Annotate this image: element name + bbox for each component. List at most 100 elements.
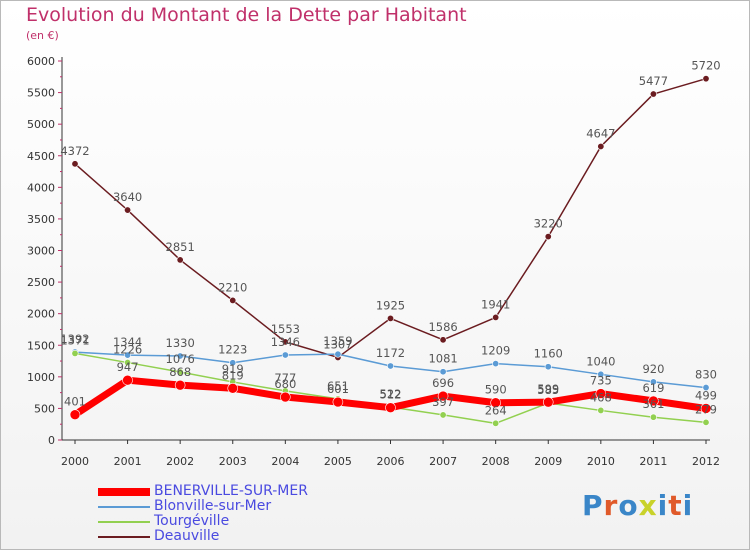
data-label-benerville-sur-mer: 512 bbox=[380, 388, 402, 402]
data-point-benerville-sur-mer bbox=[174, 379, 186, 391]
legend-swatch bbox=[98, 488, 150, 496]
data-point-benerville-sur-mer bbox=[490, 397, 501, 409]
data-label-blonville-sur-mer: 1330 bbox=[166, 336, 195, 350]
data-label-deauville: 3640 bbox=[113, 190, 142, 204]
legend-swatch bbox=[98, 505, 150, 509]
y-tick-label: 3500 bbox=[27, 213, 55, 226]
logo-letter: x bbox=[638, 489, 658, 522]
data-point-benerville-sur-mer bbox=[437, 390, 449, 402]
data-point-deauville bbox=[71, 160, 79, 168]
x-tick-label: 2003 bbox=[219, 455, 247, 468]
x-tick-label: 2010 bbox=[587, 455, 615, 468]
y-tick-label: 4000 bbox=[27, 181, 55, 194]
data-point-blonville-sur-mer bbox=[176, 352, 184, 360]
data-label-benerville-sur-mer: 590 bbox=[485, 383, 507, 397]
data-point-blonville-sur-mer bbox=[597, 370, 605, 378]
data-point-tourg-ville bbox=[124, 359, 132, 367]
logo-letter: i bbox=[682, 489, 694, 522]
data-label-tourg-ville: 522 bbox=[380, 387, 402, 401]
data-point-deauville bbox=[124, 206, 132, 214]
x-tick-label: 2009 bbox=[534, 455, 562, 468]
data-point-blonville-sur-mer bbox=[439, 368, 447, 376]
logo-letter: i bbox=[657, 489, 669, 522]
data-label-tourg-ville: 651 bbox=[327, 379, 349, 393]
data-label-tourg-ville: 777 bbox=[274, 371, 296, 385]
legend-swatch bbox=[98, 520, 150, 524]
data-point-benerville-sur-mer bbox=[648, 395, 659, 407]
data-label-benerville-sur-mer: 696 bbox=[432, 376, 454, 390]
data-point-blonville-sur-mer bbox=[702, 384, 710, 392]
data-point-benerville-sur-mer bbox=[122, 374, 133, 386]
data-point-deauville bbox=[386, 314, 394, 322]
y-tick-label: 5000 bbox=[27, 118, 55, 131]
x-tick-label: 2005 bbox=[324, 455, 352, 468]
x-tick-label: 2002 bbox=[166, 455, 194, 468]
data-point-blonville-sur-mer bbox=[229, 359, 237, 367]
data-label-blonville-sur-mer: 1392 bbox=[60, 332, 89, 346]
data-point-benerville-sur-mer bbox=[227, 382, 239, 394]
data-label-tourg-ville: 361 bbox=[642, 397, 664, 411]
data-point-benerville-sur-mer bbox=[69, 409, 81, 420]
data-label-tourg-ville: 397 bbox=[432, 395, 454, 409]
data-point-tourg-ville bbox=[71, 349, 79, 357]
data-label-benerville-sur-mer: 947 bbox=[117, 360, 139, 374]
data-label-deauville: 1941 bbox=[481, 297, 510, 311]
data-label-blonville-sur-mer: 1209 bbox=[481, 344, 510, 358]
data-point-deauville bbox=[702, 75, 710, 83]
data-point-deauville bbox=[649, 90, 657, 98]
data-label-deauville: 4647 bbox=[586, 126, 615, 140]
data-label-benerville-sur-mer: 819 bbox=[222, 368, 244, 382]
data-point-tourg-ville bbox=[176, 368, 184, 376]
data-label-benerville-sur-mer: 680 bbox=[274, 377, 296, 391]
data-point-deauville bbox=[229, 296, 237, 304]
x-tick-label: 2012 bbox=[692, 455, 720, 468]
legend-label: BENERVILLE-SUR-MER bbox=[154, 483, 308, 499]
data-label-blonville-sur-mer: 1346 bbox=[271, 335, 300, 349]
y-tick-label: 1500 bbox=[27, 339, 55, 352]
data-point-tourg-ville bbox=[649, 413, 657, 421]
y-tick-label: 4500 bbox=[27, 150, 55, 163]
y-tick-label: 3000 bbox=[27, 245, 55, 258]
y-tick-label: 5500 bbox=[27, 87, 55, 100]
data-point-blonville-sur-mer bbox=[281, 351, 289, 359]
data-label-blonville-sur-mer: 1040 bbox=[586, 354, 615, 368]
legend-swatch bbox=[98, 535, 150, 539]
data-label-tourg-ville: 1226 bbox=[113, 343, 142, 357]
x-tick-label: 2007 bbox=[429, 455, 457, 468]
data-point-benerville-sur-mer bbox=[700, 403, 712, 414]
legend-label: Tourgéville bbox=[154, 513, 230, 529]
data-label-tourg-ville: 279 bbox=[695, 402, 717, 416]
data-point-tourg-ville bbox=[702, 418, 710, 426]
chart-series-lines bbox=[69, 75, 712, 427]
data-point-deauville bbox=[176, 256, 184, 264]
x-tick-label: 2004 bbox=[271, 455, 299, 468]
x-tick-label: 2006 bbox=[377, 455, 405, 468]
data-point-blonville-sur-mer bbox=[334, 350, 342, 358]
data-label-benerville-sur-mer: 619 bbox=[642, 381, 664, 395]
data-point-blonville-sur-mer bbox=[649, 378, 657, 386]
y-tick-label: 1000 bbox=[27, 371, 55, 384]
data-label-benerville-sur-mer: 735 bbox=[590, 374, 612, 388]
logo-letter: t bbox=[668, 489, 683, 522]
chart-title: Evolution du Montant de la Dette par Hab… bbox=[26, 4, 467, 26]
data-label-deauville: 1925 bbox=[376, 298, 405, 312]
legend-label: Blonville-sur-Mer bbox=[154, 498, 272, 514]
data-label-deauville: 2851 bbox=[166, 240, 195, 254]
proxiti-logo: Proxiti bbox=[582, 489, 693, 522]
data-label-tourg-ville: 1371 bbox=[60, 333, 89, 347]
data-label-deauville: 3220 bbox=[534, 217, 563, 231]
data-point-deauville bbox=[492, 313, 500, 321]
data-label-benerville-sur-mer: 401 bbox=[64, 395, 86, 409]
data-label-deauville: 1307 bbox=[323, 337, 352, 351]
data-label-blonville-sur-mer: 1172 bbox=[376, 346, 405, 360]
x-tick-label: 2001 bbox=[114, 455, 142, 468]
data-label-tourg-ville: 585 bbox=[537, 383, 559, 397]
data-point-deauville bbox=[439, 336, 447, 344]
data-label-blonville-sur-mer: 1359 bbox=[323, 334, 352, 348]
data-label-deauville: 1553 bbox=[271, 322, 300, 336]
logo-letter: P bbox=[582, 489, 604, 522]
data-label-benerville-sur-mer: 868 bbox=[169, 365, 191, 379]
data-label-blonville-sur-mer: 830 bbox=[695, 368, 717, 382]
